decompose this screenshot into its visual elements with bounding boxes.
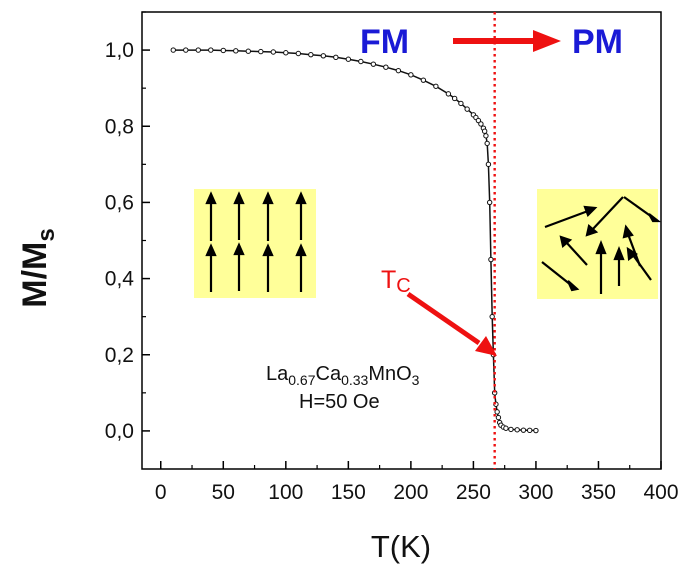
data-point (345, 56, 352, 62)
data-point (520, 427, 527, 433)
data-point (481, 128, 488, 134)
data-point (445, 91, 452, 97)
y-tick-label: 0,0 (105, 420, 134, 443)
fm-to-pm-arrow (453, 30, 561, 52)
paramagnet-inset (537, 189, 662, 299)
data-point (370, 61, 377, 67)
data-point (170, 47, 176, 53)
pm-spin-arrows (541, 196, 662, 294)
y-tick-label: 0,6 (105, 191, 134, 214)
data-point (526, 427, 533, 434)
data-point (283, 50, 289, 56)
data-point (494, 409, 500, 415)
data-point (245, 48, 252, 54)
y-axis-title-main: M/M (16, 242, 54, 308)
data-point (433, 83, 439, 89)
y-axis-ticks: 0,0 0,2 0,4 0,6 0,8 1,0 (105, 11, 150, 443)
compound-ca-sub: 0.33 (341, 372, 368, 388)
data-point (333, 54, 339, 61)
x-tick-label: 200 (393, 481, 428, 504)
data-point (489, 313, 495, 320)
data-point (451, 95, 458, 102)
tc-label: TC (381, 266, 411, 297)
data-point (495, 414, 502, 421)
data-point (258, 48, 264, 55)
pm-label: PM (572, 23, 623, 61)
data-point (478, 121, 484, 127)
data-point (484, 140, 490, 147)
tc-label-main: T (381, 266, 396, 294)
x-axis-ticks: 0 50 100 150 200 250 300 350 400 (155, 461, 679, 504)
fm-label: FM (360, 23, 409, 61)
data-point (420, 77, 427, 83)
fm-inset-box (194, 189, 316, 298)
data-point (475, 117, 482, 124)
data-point (488, 256, 494, 263)
tc-label-sub: C (396, 275, 410, 297)
data-point (320, 53, 327, 59)
compound-label: La0.67Ca0.33MnO3 (266, 363, 420, 388)
compound-o-sub: 3 (412, 372, 420, 388)
fm-spin-arrows (205, 191, 307, 292)
y-axis-title: M/Ms (16, 228, 60, 307)
y-tick-label: 0,8 (105, 115, 134, 138)
data-point (395, 67, 402, 74)
x-tick-label: 350 (581, 481, 616, 504)
data-point (533, 427, 539, 434)
data-point (308, 51, 314, 58)
data-point (503, 425, 509, 431)
data-point (183, 47, 189, 53)
data-point (295, 50, 302, 57)
data-point (486, 199, 493, 206)
y-tick-label: 0,2 (105, 344, 134, 367)
y-tick-label: 0,4 (105, 268, 135, 291)
x-tick-label: 250 (456, 481, 491, 504)
data-point (383, 64, 389, 70)
x-tick-label: 0 (155, 481, 167, 504)
tc-pointer-arrow (406, 291, 497, 356)
compound-la-sub: 0.67 (288, 372, 315, 388)
x-tick-label: 400 (643, 481, 678, 504)
field-label: H=50 Oe (299, 391, 380, 413)
compound-mno: MnO (368, 363, 411, 385)
ferromagnet-inset (194, 189, 316, 298)
x-tick-label: 100 (268, 481, 303, 504)
data-point (508, 426, 514, 433)
data-point (195, 47, 201, 53)
data-point (408, 72, 414, 78)
data-point (485, 161, 492, 168)
pm-inset-box (537, 189, 658, 299)
y-tick-label: 1,0 (105, 39, 134, 62)
data-point (458, 100, 464, 107)
magnetization-data-points (170, 47, 539, 434)
x-axis-title: T(K) (371, 529, 431, 564)
x-tick-label: 300 (518, 481, 553, 504)
data-point (358, 58, 364, 65)
data-point (514, 427, 520, 433)
y-axis-title-sub: s (33, 228, 60, 241)
data-point (464, 106, 470, 112)
data-point (233, 48, 239, 54)
data-point (270, 49, 277, 55)
data-point (208, 47, 214, 53)
compound-ca: Ca (316, 363, 342, 385)
x-tick-label: 50 (212, 481, 235, 504)
compound-la: La (266, 363, 289, 385)
data-point (483, 133, 489, 139)
x-tick-label: 150 (331, 481, 366, 504)
data-point (220, 47, 226, 54)
